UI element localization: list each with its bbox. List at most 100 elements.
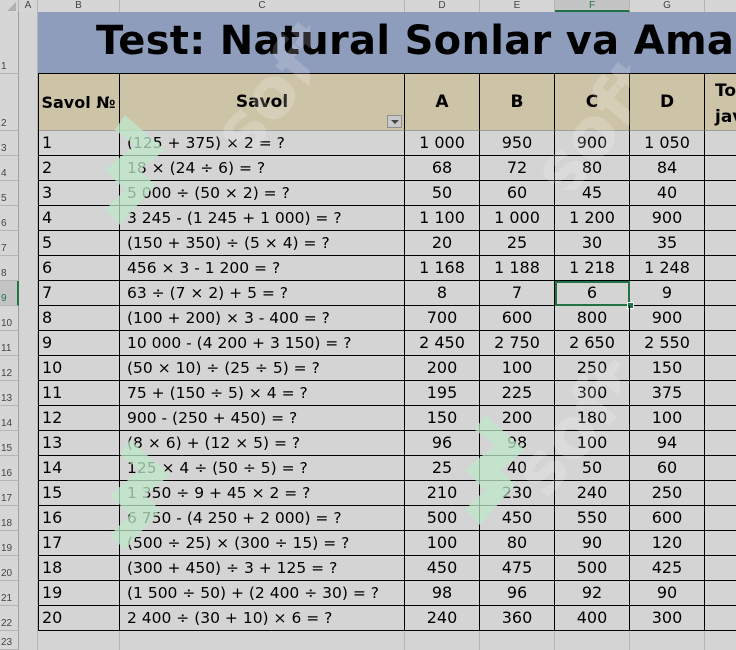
- question-text-cell[interactable]: (150 + 350) ÷ (5 × 4) = ?: [120, 231, 405, 256]
- option-c-cell[interactable]: 1 200: [555, 206, 630, 231]
- option-a-cell[interactable]: 68: [405, 156, 480, 181]
- option-a-cell[interactable]: 210: [405, 481, 480, 506]
- row-header-12[interactable]: 12: [0, 356, 19, 381]
- question-number-cell[interactable]: 18: [38, 556, 120, 581]
- option-a-cell[interactable]: 500: [405, 506, 480, 531]
- correct-answer-cell[interactable]: [705, 181, 736, 206]
- option-a-cell[interactable]: 240: [405, 606, 480, 631]
- question-text-cell[interactable]: (100 + 200) × 3 - 400 = ?: [120, 306, 405, 331]
- option-a-cell[interactable]: 150: [405, 406, 480, 431]
- question-number-cell[interactable]: 17: [38, 531, 120, 556]
- header-option-c[interactable]: C: [555, 74, 630, 131]
- column-header-g[interactable]: G: [630, 0, 705, 12]
- option-c-cell[interactable]: 30: [555, 231, 630, 256]
- correct-answer-cell[interactable]: [705, 506, 736, 531]
- row-header-7[interactable]: 7: [0, 231, 19, 256]
- question-text-cell[interactable]: 2 400 ÷ (30 + 10) × 6 = ?: [120, 606, 405, 631]
- row-header-13[interactable]: 13: [0, 381, 19, 406]
- option-b-cell[interactable]: 600: [480, 306, 555, 331]
- question-text-cell[interactable]: (125 + 375) × 2 = ?: [120, 131, 405, 156]
- option-d-cell[interactable]: 375: [630, 381, 705, 406]
- row-header-2[interactable]: 2: [0, 74, 19, 131]
- option-a-cell[interactable]: 700: [405, 306, 480, 331]
- header-question[interactable]: Savol: [120, 74, 405, 131]
- option-d-cell[interactable]: 84: [630, 156, 705, 181]
- question-text-cell[interactable]: 6 750 - (4 250 + 2 000) = ?: [120, 506, 405, 531]
- question-number-cell[interactable]: 19: [38, 581, 120, 606]
- question-text-cell[interactable]: 456 × 3 - 1 200 = ?: [120, 256, 405, 281]
- option-b-cell[interactable]: 1 000: [480, 206, 555, 231]
- row-header-22[interactable]: 22: [0, 606, 19, 631]
- option-d-cell[interactable]: 94: [630, 431, 705, 456]
- option-b-cell[interactable]: 80: [480, 531, 555, 556]
- question-text-cell[interactable]: (8 × 6) + (12 × 5) = ?: [120, 431, 405, 456]
- option-a-cell[interactable]: 195: [405, 381, 480, 406]
- question-text-cell[interactable]: 18 × (24 ÷ 6) = ?: [120, 156, 405, 181]
- column-header-h[interactable]: [705, 0, 736, 12]
- row-header-11[interactable]: 11: [0, 331, 19, 356]
- correct-answer-cell[interactable]: [705, 256, 736, 281]
- question-number-cell[interactable]: 3: [38, 181, 120, 206]
- select-all-button[interactable]: [0, 0, 19, 12]
- option-c-cell[interactable]: 250: [555, 356, 630, 381]
- option-a-cell[interactable]: 8: [405, 281, 480, 306]
- row-header-10[interactable]: 10: [0, 306, 19, 331]
- question-number-cell[interactable]: 14: [38, 456, 120, 481]
- question-number-cell[interactable]: 5: [38, 231, 120, 256]
- option-c-cell[interactable]: 1 218: [555, 256, 630, 281]
- correct-answer-cell[interactable]: [705, 581, 736, 606]
- option-b-cell[interactable]: 98: [480, 431, 555, 456]
- option-d-cell[interactable]: 9: [630, 281, 705, 306]
- correct-answer-cell[interactable]: [705, 306, 736, 331]
- title-cell[interactable]: Test: Natural Sonlar va Amallar: [38, 12, 736, 74]
- cell-c23[interactable]: [120, 631, 405, 650]
- row-header-8[interactable]: 8: [0, 256, 19, 281]
- question-number-cell[interactable]: 2: [38, 156, 120, 181]
- correct-answer-cell[interactable]: [705, 131, 736, 156]
- question-number-cell[interactable]: 15: [38, 481, 120, 506]
- option-b-cell[interactable]: 100: [480, 356, 555, 381]
- correct-answer-cell[interactable]: [705, 531, 736, 556]
- row-header-5[interactable]: 5: [0, 181, 19, 206]
- option-c-cell[interactable]: 500: [555, 556, 630, 581]
- option-a-cell[interactable]: 1 168: [405, 256, 480, 281]
- option-b-cell[interactable]: 360: [480, 606, 555, 631]
- correct-answer-cell[interactable]: [705, 231, 736, 256]
- header-correct-answer[interactable]: To jav: [705, 74, 736, 131]
- correct-answer-cell[interactable]: [705, 356, 736, 381]
- question-number-cell[interactable]: 10: [38, 356, 120, 381]
- option-c-cell[interactable]: 800: [555, 306, 630, 331]
- option-d-cell[interactable]: 2 550: [630, 331, 705, 356]
- question-text-cell[interactable]: (50 × 10) ÷ (25 ÷ 5) = ?: [120, 356, 405, 381]
- option-c-cell[interactable]: 92: [555, 581, 630, 606]
- row-header-23[interactable]: 23: [0, 631, 19, 650]
- question-number-cell[interactable]: 6: [38, 256, 120, 281]
- option-c-cell[interactable]: 45: [555, 181, 630, 206]
- header-option-d[interactable]: D: [630, 74, 705, 131]
- column-header-e[interactable]: E: [480, 0, 555, 12]
- option-d-cell[interactable]: 90: [630, 581, 705, 606]
- option-a-cell[interactable]: 200: [405, 356, 480, 381]
- row-header-15[interactable]: 15: [0, 431, 19, 456]
- option-c-cell[interactable]: 900: [555, 131, 630, 156]
- option-b-cell[interactable]: 950: [480, 131, 555, 156]
- correct-answer-cell[interactable]: [705, 431, 736, 456]
- correct-answer-cell[interactable]: [705, 381, 736, 406]
- option-a-cell[interactable]: 1 100: [405, 206, 480, 231]
- option-b-cell[interactable]: 7: [480, 281, 555, 306]
- row-header-17[interactable]: 17: [0, 481, 19, 506]
- option-a-cell[interactable]: 25: [405, 456, 480, 481]
- row-header-16[interactable]: 16: [0, 456, 19, 481]
- header-question-number[interactable]: Savol №: [38, 74, 120, 131]
- correct-answer-cell[interactable]: [705, 156, 736, 181]
- row-header-3[interactable]: 3: [0, 131, 19, 156]
- column-a-cells[interactable]: [19, 12, 38, 650]
- option-d-cell[interactable]: 900: [630, 206, 705, 231]
- row-header-9[interactable]: 9: [0, 281, 19, 306]
- option-b-cell[interactable]: 475: [480, 556, 555, 581]
- option-b-cell[interactable]: 200: [480, 406, 555, 431]
- header-option-b[interactable]: B: [480, 74, 555, 131]
- option-b-cell[interactable]: 1 188: [480, 256, 555, 281]
- question-number-cell[interactable]: 20: [38, 606, 120, 631]
- option-d-cell[interactable]: 150: [630, 356, 705, 381]
